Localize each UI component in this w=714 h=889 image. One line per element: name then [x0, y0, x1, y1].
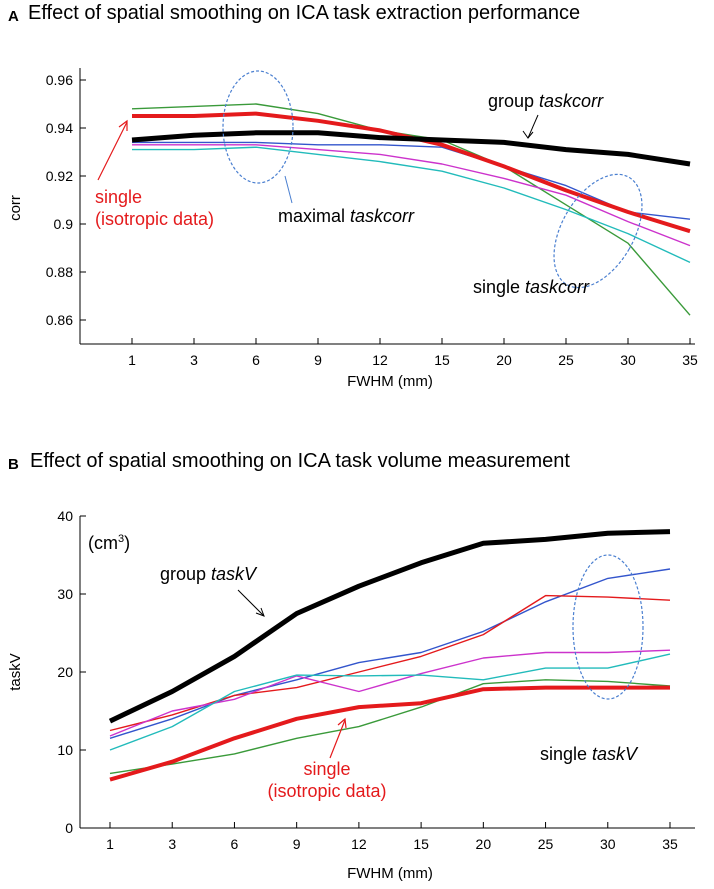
panel-a-ellipse-right: [553, 173, 643, 289]
panel-b-ytick-label: 30: [57, 586, 73, 602]
panel-b-series-single-isotropic-data-: [109, 685, 670, 782]
panel-a-group-arrowhead: [522, 130, 534, 139]
panel-a-series-single-cyan: [132, 146, 691, 264]
panel-b-title: Effect of spatial smoothing on ICA task …: [30, 450, 570, 472]
panel-b-xtick-label: 1: [106, 836, 114, 852]
panel-b-red-arrowhead: [337, 717, 347, 729]
panel-b-xtick-label: 20: [476, 836, 492, 852]
panel-a-ytick-label: 0.88: [46, 264, 73, 280]
panel-a-xtick-label: 9: [314, 352, 322, 368]
panel-a-maximal-label: maximal taskcorr: [278, 206, 415, 226]
panel-a-ytick-label: 0.94: [46, 120, 73, 136]
panel-a-ytick-label: 0.92: [46, 168, 73, 184]
panel-a-ylabel: corr: [7, 195, 24, 221]
panel-a-xlabel: FWHM (mm): [347, 373, 433, 390]
panel-b-ytick-label: 20: [57, 664, 73, 680]
panel-b-axes: [79, 516, 695, 829]
panel-a-xtick-label: 6: [252, 352, 260, 368]
panel-a-letter: A: [8, 8, 19, 25]
panel-a-series-single-blue: [132, 141, 691, 220]
panel-a-xtick-label: 1: [128, 352, 136, 368]
panel-b-xtick-label: 35: [662, 836, 678, 852]
panel-b-letter: B: [8, 456, 19, 473]
panel-a-xtick-label: 30: [620, 352, 636, 368]
panel-b-xtick-label: 15: [413, 836, 429, 852]
panel-b-series-group-taskv: [108, 529, 671, 724]
panel-a-xtick-label: 3: [190, 352, 198, 368]
panel-b-group-arrow: [237, 589, 265, 617]
panel-a-xtick-label: 20: [496, 352, 512, 368]
panel-b-ytick-label: 40: [57, 508, 73, 524]
panel-b-red-label-2: (isotropic data): [267, 781, 386, 801]
panel-a-ellipse-left: [222, 70, 294, 184]
panel-a-single-label: single taskcorr: [473, 277, 590, 297]
panel-a-ytick-label: 0.96: [46, 72, 73, 88]
panel-b-xtick-label: 6: [231, 836, 239, 852]
panel-b-group-arrowhead: [255, 607, 265, 617]
panel-a-series-group-taskcorr: [131, 130, 691, 167]
panel-b-series-single-cyan: [109, 653, 671, 751]
panel-b-series-single-blue: [109, 568, 671, 739]
panel-a-ytick-label: 0.9: [54, 216, 74, 232]
panel-a-xtick-label: 15: [434, 352, 450, 368]
panel-b-xtick-label: 3: [168, 836, 176, 852]
panel-b-ytick-label: 0: [65, 820, 73, 836]
panel-a-group-arrow: [527, 114, 539, 139]
panel-a-axes: [79, 68, 695, 345]
panel-a-red-arrow: [97, 121, 128, 181]
panel-a-xtick-label: 35: [682, 352, 698, 368]
panel-a-group-label: group taskcorr: [488, 91, 604, 111]
panel-b-unit: (cm3): [88, 533, 130, 553]
panel-a-xtick-label: 12: [372, 352, 388, 368]
panel-a-title: Effect of spatial smoothing on ICA task …: [28, 2, 581, 24]
panel-a-red-label-1: single: [95, 187, 142, 207]
panel-b-xtick-label: 9: [293, 836, 301, 852]
panel-b-single-label: single taskV: [540, 744, 639, 764]
panel-b-red-label-1: single: [303, 759, 350, 779]
panel-b-ytick-label: 10: [57, 742, 73, 758]
panel-b-xtick-label: 12: [351, 836, 367, 852]
panel-a-series-single-green: [131, 103, 691, 316]
panel-b-ellipse: [572, 554, 644, 700]
panel-b-ylabel: taskV: [7, 653, 24, 691]
panel-a-red-label-2: (isotropic data): [95, 209, 214, 229]
panel-b-series-single-green: [109, 679, 671, 775]
panel-b-xlabel: FWHM (mm): [347, 865, 433, 882]
panel-a-ytick-label: 0.86: [46, 312, 73, 328]
panel-b-xtick-label: 30: [600, 836, 616, 852]
panel-b-red-arrow: [329, 719, 346, 759]
panel-a-maximal-arrow: [284, 175, 293, 204]
panel-b-xtick-label: 25: [538, 836, 554, 852]
panel-b-group-label: group taskV: [160, 564, 258, 584]
panel-a-red-arrowhead: [118, 119, 128, 131]
panel-a-xtick-label: 25: [558, 352, 574, 368]
panel-b-series-single-magenta: [109, 649, 671, 737]
